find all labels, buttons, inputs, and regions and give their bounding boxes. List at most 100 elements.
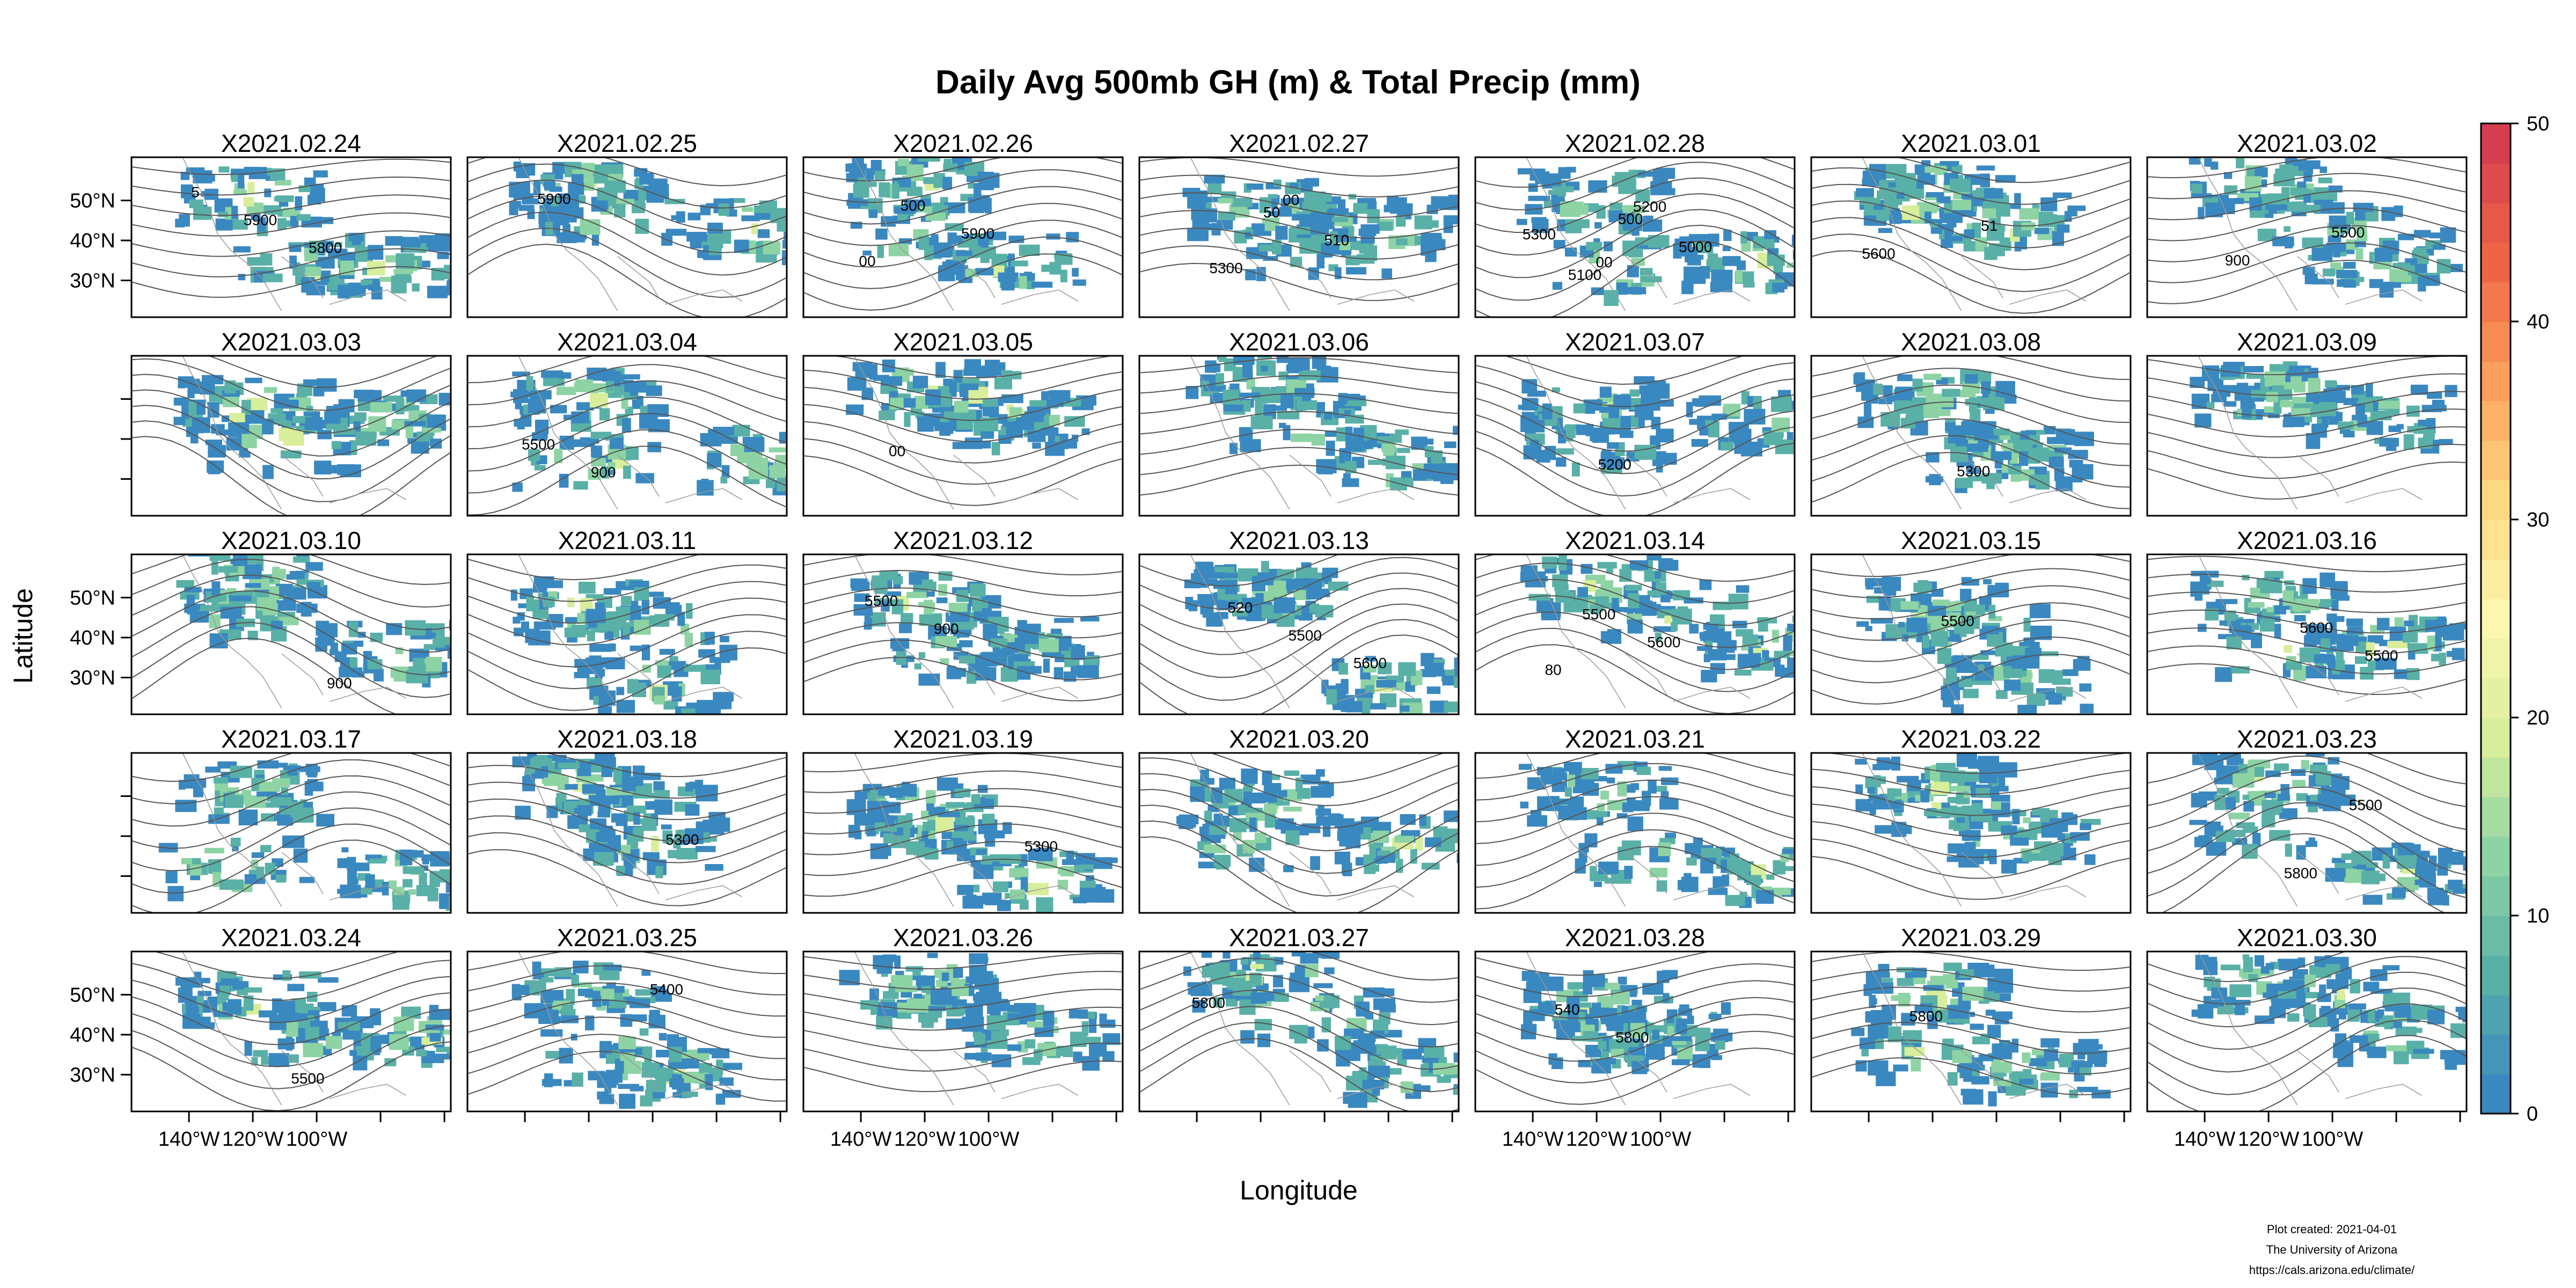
panel-date-title: X2021.03.12 — [893, 526, 1033, 554]
lat-tick-label: 50°N — [70, 587, 115, 609]
contour-label: 5400 — [650, 981, 683, 998]
precip-field — [2191, 954, 2467, 1070]
map-panel: 00 X2021.03.05 — [802, 328, 1124, 517]
colorbar-swatch — [2481, 796, 2511, 837]
precip-field — [173, 375, 451, 479]
precip-field — [1856, 576, 2094, 714]
lon-tick-label: 140°W — [2174, 1128, 2236, 1151]
lat-tick-label: 40°N — [70, 1024, 115, 1046]
colorbar-tick-label: 50 — [2527, 113, 2549, 135]
colorbar-swatch — [2481, 678, 2511, 718]
contour-label: 5800 — [1909, 1008, 1943, 1024]
map-panel: 5600 5500 X2021.03.16 — [2146, 526, 2468, 715]
contour-label: 900 — [327, 675, 352, 692]
coastline — [854, 753, 1079, 907]
panel-frame — [130, 156, 452, 318]
contour-label: 00 — [859, 253, 875, 269]
panel-date-title: X2021.03.01 — [1901, 129, 2041, 157]
coastline — [2198, 753, 2423, 907]
colorbar-swatch — [2481, 836, 2511, 877]
gh-contours — [467, 554, 787, 711]
coastline — [1862, 753, 2087, 907]
contour-label: 900 — [2225, 252, 2250, 268]
panel-frame — [130, 950, 452, 1113]
precip-field — [2189, 753, 2467, 906]
map-panel: X2021.03.26 — [802, 924, 1124, 1113]
panel-date-title: X2021.03.05 — [893, 328, 1033, 356]
panel-frame — [1138, 553, 1460, 715]
gh-contours — [2147, 555, 2467, 696]
map-panel: 51 5600 X2021.03.01 — [1810, 129, 2132, 318]
colorbar: 0 10 20 30 40 50 — [2480, 113, 2549, 1125]
precip-field — [2189, 157, 2463, 298]
panel-frame — [802, 752, 1124, 914]
coastline — [1190, 753, 1415, 907]
lon-tick-label: 140°W — [830, 1128, 892, 1151]
contour-label: 5800 — [309, 239, 342, 256]
panel-date-title: X2021.03.18 — [557, 725, 697, 753]
panel-frame — [2146, 156, 2468, 318]
coastline — [182, 952, 407, 1106]
panel-frame — [802, 156, 1124, 318]
map-panel: 5500 X2021.03.15 — [1810, 526, 2132, 715]
coastline — [518, 952, 743, 1106]
axes: 50°N 40°N 30°N 50°N 40°N 30°N 50°N 40°N 30°N 140°… — [70, 189, 2461, 1151]
contour-label: 500 — [1618, 211, 1643, 228]
lat-tick-label: 30°N — [70, 667, 115, 689]
gh-contours — [1139, 157, 1459, 301]
map-panel: 5500 900 X2021.03.02 — [2146, 129, 2468, 318]
coastline — [182, 356, 407, 510]
coastline — [1190, 952, 1415, 1106]
contour-label: 5500 — [1582, 606, 1615, 623]
colorbar-swatch — [2481, 994, 2511, 1035]
panel-date-title: X2021.03.10 — [221, 526, 361, 554]
map-panel: 50 510 5300 00 X2021.02.27 — [1138, 129, 1460, 318]
panel-frame — [1810, 553, 2132, 715]
panel-date-title: X2021.03.13 — [1229, 526, 1369, 554]
contour-label: 5300 — [665, 831, 699, 848]
panel-date-title: X2021.03.28 — [1565, 924, 1705, 952]
panel-date-title: X2021.02.26 — [893, 129, 1033, 157]
colorbar-swatch — [2481, 361, 2511, 401]
gh-contours — [1811, 554, 2131, 705]
map-panel: X2021.03.09 — [2146, 328, 2468, 517]
contour-label: 5300 — [1957, 463, 1990, 480]
panel-date-title: X2021.03.24 — [221, 924, 361, 952]
colorbar-swatch — [2481, 876, 2511, 916]
coastline — [1526, 554, 1751, 708]
lon-tick-label: 100°W — [1630, 1128, 1692, 1151]
colorbar-swatch — [2481, 757, 2511, 797]
gh-contours — [1475, 753, 1795, 910]
coastline — [182, 753, 407, 907]
coastline — [2198, 157, 2423, 311]
contour-label: 00 — [1283, 192, 1299, 208]
contour-label: 900 — [934, 620, 959, 637]
colorbar-tick-label: 20 — [2527, 707, 2549, 729]
gh-contours — [131, 158, 451, 298]
map-panel: 5300 X2021.03.08 — [1810, 328, 2132, 517]
coastline — [2198, 952, 2423, 1106]
contour-label: 5500 — [2331, 224, 2365, 241]
colorbar-swatch — [2481, 638, 2511, 679]
panel-frame — [466, 355, 788, 517]
contour-label: 00 — [1596, 254, 1613, 270]
colorbar-swatch — [2481, 440, 2511, 481]
panel-frame — [1138, 950, 1460, 1113]
map-panel: 5500 900 X2021.03.12 — [802, 526, 1124, 715]
colorbar-swatch — [2481, 1034, 2511, 1075]
gh-contours — [1475, 554, 1795, 714]
precip-field — [1851, 962, 2111, 1107]
x-axis-title: Longitude — [1240, 1175, 1358, 1205]
panel-date-title: X2021.03.25 — [557, 924, 697, 952]
coastline — [182, 157, 407, 311]
map-panel: 5800 X2021.03.27 — [1138, 924, 1460, 1113]
colorbar-swatch — [2481, 916, 2511, 956]
gh-contours — [1475, 356, 1795, 516]
panel-frame — [1474, 752, 1796, 914]
panel-date-title: X2021.03.03 — [221, 328, 361, 356]
panel-date-title: X2021.03.17 — [221, 725, 361, 753]
contour-label: 5800 — [1192, 994, 1225, 1011]
map-panel: 900 X2021.03.10 — [130, 526, 452, 715]
panel-frame — [1474, 355, 1796, 517]
